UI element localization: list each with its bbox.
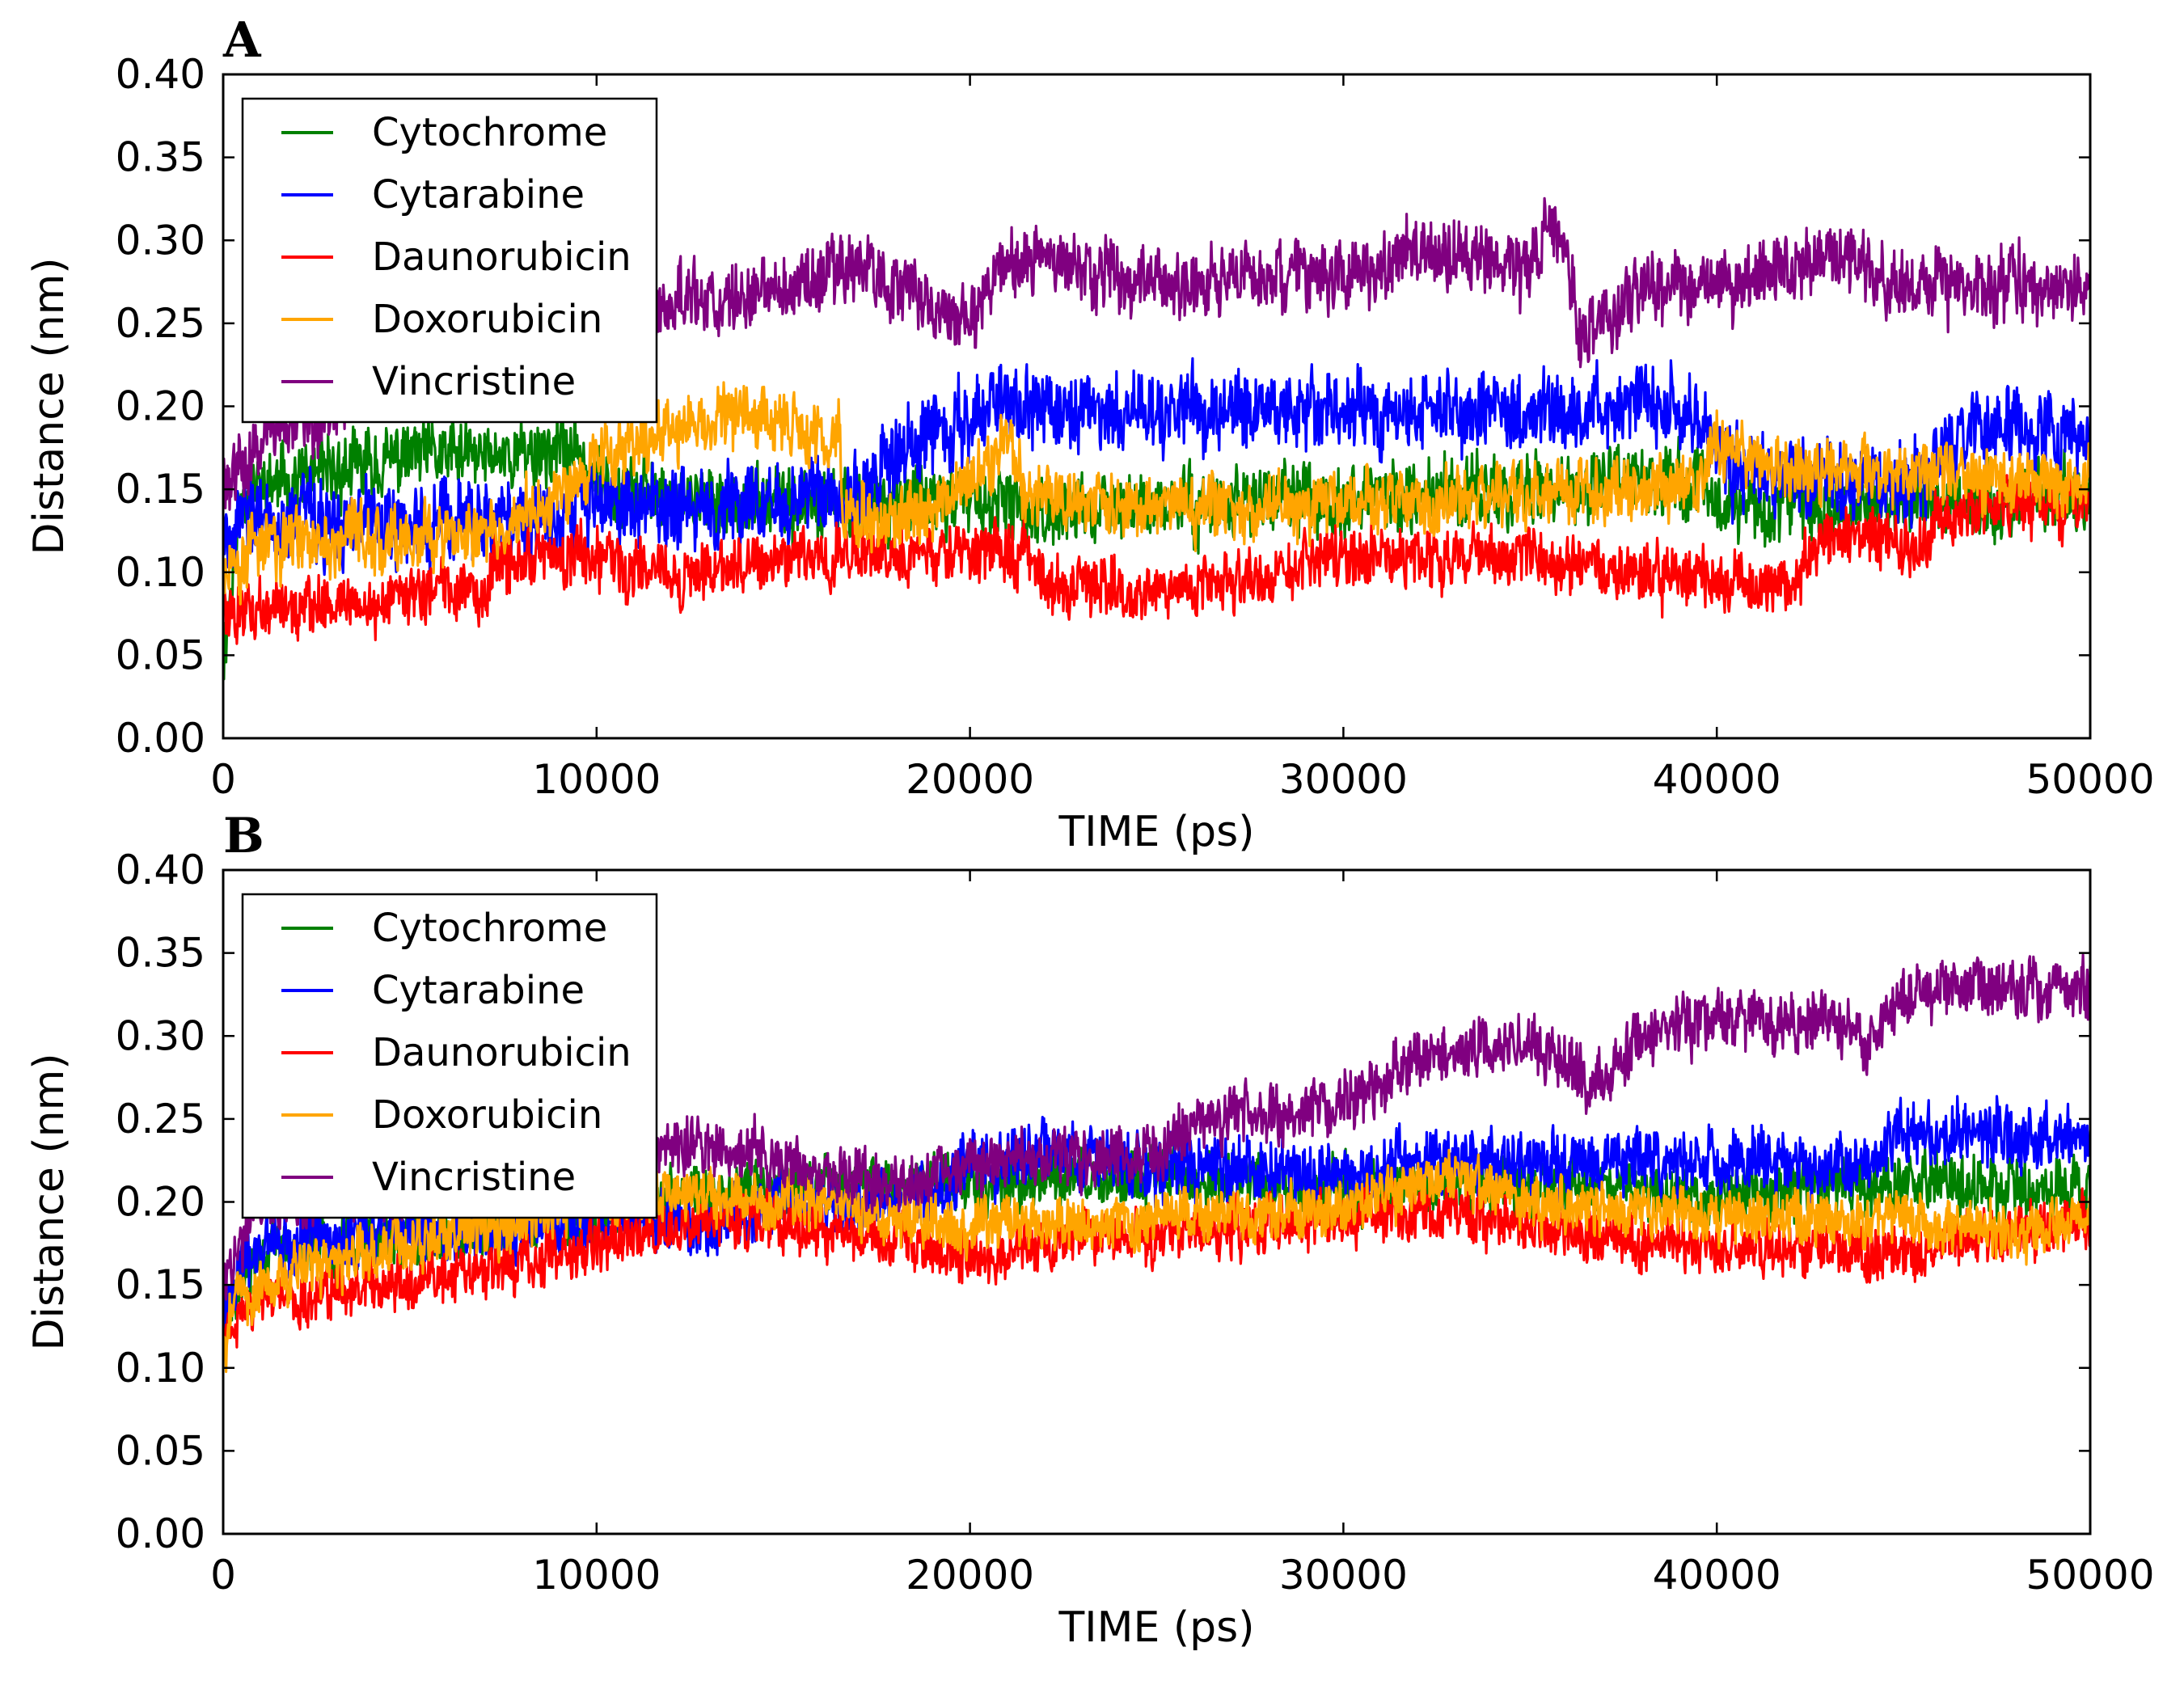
x-tick-label: 0 [210, 756, 236, 803]
y-tick-label: 0.25 [116, 300, 205, 347]
x-tick-label: 30000 [1279, 756, 1408, 803]
x-tick-label: 10000 [532, 1552, 661, 1599]
legend-label-vincristine: Vincristine [372, 359, 576, 404]
y-tick-label: 0.35 [116, 930, 205, 977]
x-tick-label: 10000 [532, 756, 661, 803]
y-tick-label: 0.05 [116, 1427, 205, 1474]
x-tick-label: 20000 [906, 1552, 1034, 1599]
y-tick-label: 0.15 [116, 466, 205, 513]
legend-label-daunorubicin: Daunorubicin [372, 234, 632, 280]
panel-a: 0 10000 20000 30000 40000 50000 0.00 0.05 0.10 0.… [25, 12, 2155, 856]
legend: Cytochrome Cytarabine Daunorubicin Doxorubi… [241, 97, 658, 424]
legend-label-doxorubicin: Doxorubicin [372, 297, 602, 342]
y-tick-label: 0.40 [116, 51, 205, 98]
x-tick-label: 50000 [2026, 756, 2154, 803]
x-tick-label: 20000 [906, 756, 1034, 803]
series-line-doxorubicin [223, 381, 2090, 606]
legend-box [241, 97, 658, 424]
y-tick-label: 0.10 [116, 1345, 205, 1392]
legend-label-doxorubicin: Doxorubicin [372, 1092, 602, 1138]
panel-letter: A [222, 12, 262, 69]
y-tick-label: 0.05 [116, 631, 205, 678]
legend-box [241, 893, 658, 1219]
legend-label-cytochrome: Cytochrome [372, 110, 607, 155]
x-tick-label: 30000 [1279, 1552, 1408, 1599]
legend-label-cytarabine: Cytarabine [372, 968, 585, 1013]
y-tick-label: 0.35 [116, 134, 205, 181]
x-tick-label: 50000 [2026, 1552, 2154, 1599]
y-tick-label: 0.25 [116, 1096, 205, 1142]
x-axis-label: TIME (ps) [1058, 1603, 1254, 1652]
panel-letter: B [223, 808, 264, 864]
panel-b: 0 10000 20000 30000 40000 50000 0.00 0.05 0.10 0.… [25, 808, 2155, 1652]
y-tick-label: 0.40 [116, 847, 205, 893]
legend-label-cytochrome: Cytochrome [372, 906, 607, 951]
y-axis-label: Distance (nm) [25, 257, 74, 555]
y-tick-label: 0.20 [116, 1179, 205, 1226]
x-tick-label: 40000 [1653, 1552, 1781, 1599]
legend-label-vincristine: Vincristine [372, 1155, 576, 1200]
y-tick-label: 0.30 [116, 1012, 205, 1059]
series-line-daunorubicin [223, 474, 2090, 645]
y-tick-label: 0.20 [116, 383, 205, 430]
x-axis-label: TIME (ps) [1058, 808, 1254, 856]
x-tick-label: 0 [210, 1552, 236, 1599]
y-tick-label: 0.15 [116, 1261, 205, 1308]
x-tick-label: 40000 [1653, 756, 1781, 803]
legend: Cytochrome Cytarabine Daunorubicin Doxorubi… [241, 893, 658, 1219]
y-tick-label: 0.00 [116, 715, 205, 762]
legend-label-daunorubicin: Daunorubicin [372, 1030, 632, 1075]
legend-label-cytarabine: Cytarabine [372, 172, 585, 218]
y-axis-label: Distance (nm) [25, 1053, 74, 1350]
y-tick-label: 0.30 [116, 217, 205, 264]
y-tick-label: 0.00 [116, 1510, 205, 1557]
y-tick-label: 0.10 [116, 549, 205, 596]
